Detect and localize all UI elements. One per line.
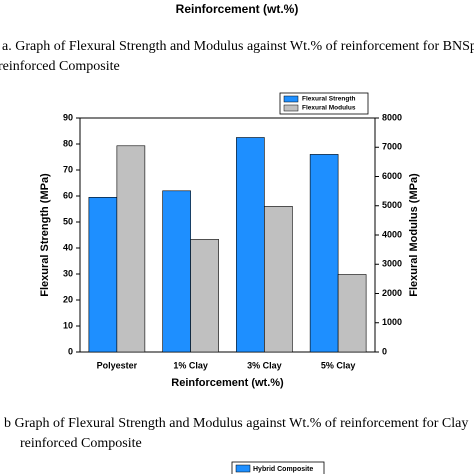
- y2-tick-label: 0: [382, 346, 387, 356]
- y2-tick-label: 6000: [382, 171, 402, 181]
- y-tick-label: 60: [63, 190, 73, 200]
- bar: [264, 206, 293, 353]
- caption-line: reinforced Composite: [20, 436, 142, 451]
- y-tick-label: 70: [63, 164, 73, 174]
- bar: [116, 145, 146, 353]
- chart: 0 10 20 30 40 50 60 70 80 90 0 1000 2000 3000 4000 5000…: [39, 92, 420, 389]
- y2-tick-label: 1000: [382, 317, 402, 327]
- legend-swatch: [283, 95, 299, 103]
- legend-swatch: [235, 464, 251, 473]
- y2-tick-label: 5000: [382, 200, 402, 210]
- x-tick-label: Polyester: [97, 360, 138, 370]
- legend-box: [231, 461, 325, 474]
- x-tick-label: 3% Clay: [247, 360, 282, 370]
- caption-line: reinforced Composite: [0, 59, 120, 74]
- bar: [236, 137, 265, 353]
- y2-tick-label: 2000: [382, 288, 402, 298]
- y2-tick-label: 8000: [382, 112, 402, 122]
- y-tick-label: 80: [63, 138, 73, 148]
- y2-axis-label: Flexural Modulus (MPa): [408, 173, 420, 297]
- cropped-axis-label: Reinforcement (wt.%): [176, 2, 299, 16]
- legend-label: Flexural Strength: [302, 96, 355, 103]
- bar: [190, 239, 219, 353]
- y-tick-label: 20: [63, 294, 73, 304]
- x-axis-label: Reinforcement (wt.%): [171, 377, 284, 389]
- y-tick-label: 40: [63, 242, 73, 252]
- legend-label: Hybrid Composite: [253, 466, 313, 473]
- bar: [337, 274, 367, 353]
- x-tick-label: 1% Clay: [173, 360, 208, 370]
- x-tick-label: 5% Clay: [321, 360, 356, 370]
- y-tick-label: 10: [63, 320, 73, 330]
- y-tick-label: 30: [63, 268, 73, 278]
- bar: [162, 190, 191, 353]
- y-tick-label: 50: [63, 216, 73, 226]
- caption-line: b Graph of Flexural Strength and Modulus…: [4, 416, 468, 431]
- y-tick-label: 90: [63, 112, 73, 122]
- legend-swatch: [283, 104, 299, 112]
- y2-tick-label: 7000: [382, 142, 402, 152]
- legend-box: [279, 92, 369, 115]
- y-axis-label: Flexural Strength (MPa): [39, 173, 51, 297]
- legend-label: Flexural Modulus: [302, 105, 356, 112]
- bar: [309, 154, 339, 353]
- caption-line: a. Graph of Flexural Strength and Modulu…: [2, 39, 474, 54]
- y-tick-label: 0: [68, 346, 73, 356]
- y2-tick-label: 3000: [382, 259, 402, 269]
- bar: [88, 197, 118, 353]
- y2-tick-label: 4000: [382, 229, 402, 239]
